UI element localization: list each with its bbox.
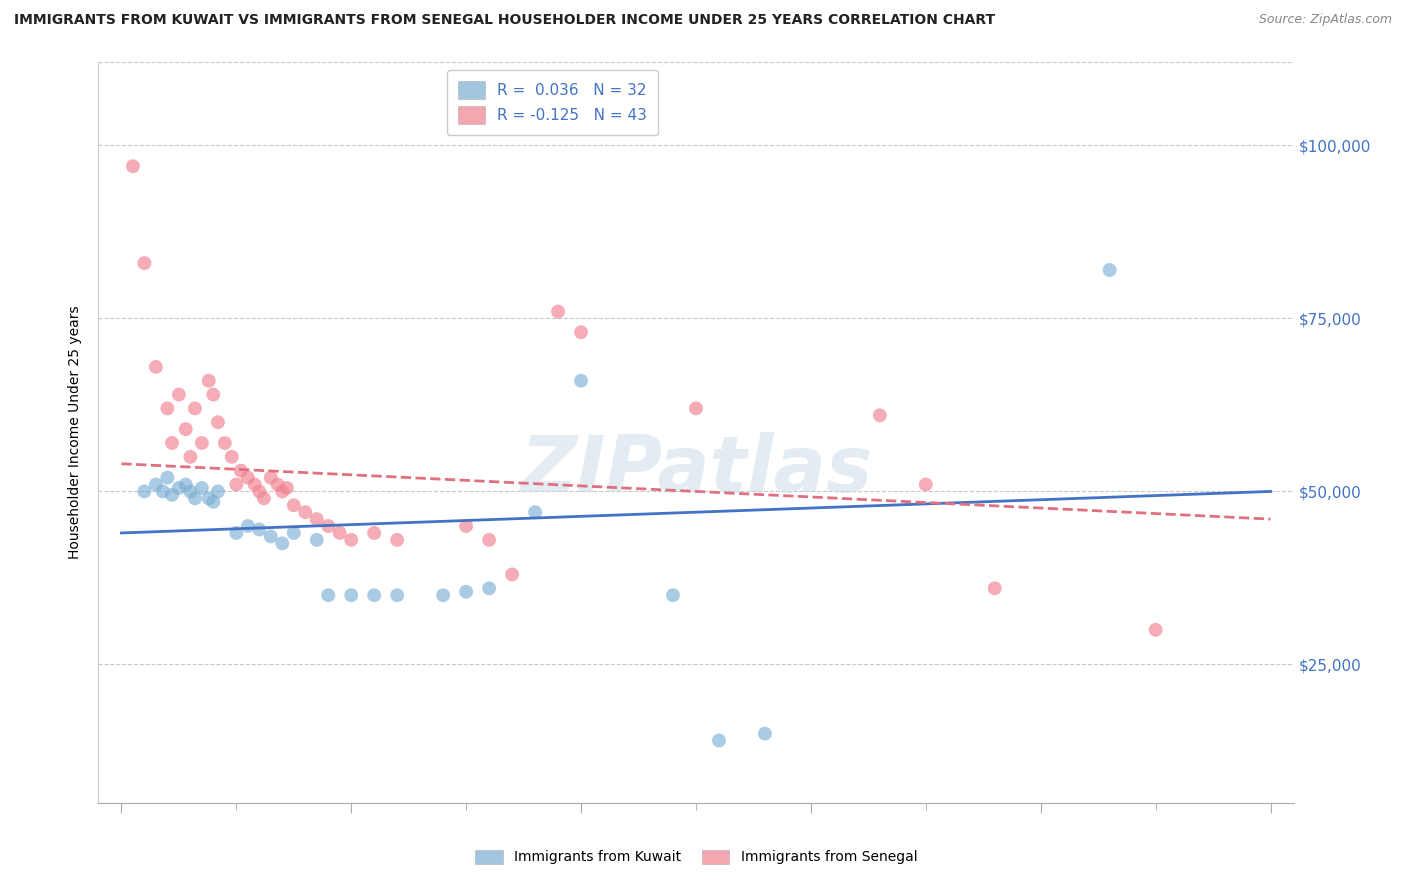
Point <box>253 491 276 506</box>
Point <box>316 519 339 533</box>
Point <box>174 477 197 491</box>
Point <box>276 481 298 495</box>
Point <box>160 436 183 450</box>
Point <box>197 491 219 506</box>
Y-axis label: Householder Income Under 25 years: Householder Income Under 25 years <box>69 306 83 559</box>
Point <box>152 484 174 499</box>
Point <box>340 533 363 547</box>
Point <box>707 733 730 747</box>
Point <box>191 481 214 495</box>
Point <box>478 582 501 596</box>
Point <box>236 470 259 484</box>
Point <box>432 588 454 602</box>
Point <box>267 477 290 491</box>
Point <box>547 304 569 318</box>
Point <box>145 359 167 374</box>
Point <box>305 512 328 526</box>
Point <box>207 415 229 429</box>
Point <box>260 529 283 543</box>
Point <box>197 374 219 388</box>
Point <box>754 726 776 740</box>
Point <box>363 588 385 602</box>
Point <box>271 536 294 550</box>
Point <box>869 409 891 423</box>
Point <box>179 450 201 464</box>
Point <box>271 484 294 499</box>
Point <box>569 374 592 388</box>
Point <box>184 491 207 506</box>
Point <box>134 256 156 270</box>
Point <box>283 525 305 540</box>
Point <box>243 477 266 491</box>
Point <box>914 477 936 491</box>
Text: ZIPatlas: ZIPatlas <box>520 432 872 508</box>
Point <box>236 519 259 533</box>
Point <box>340 588 363 602</box>
Point <box>316 588 339 602</box>
Point <box>305 533 328 547</box>
Point <box>145 477 167 491</box>
Point <box>202 387 225 401</box>
Point <box>221 450 243 464</box>
Point <box>167 481 190 495</box>
Text: IMMIGRANTS FROM KUWAIT VS IMMIGRANTS FROM SENEGAL HOUSEHOLDER INCOME UNDER 25 YE: IMMIGRANTS FROM KUWAIT VS IMMIGRANTS FRO… <box>14 13 995 28</box>
Point <box>569 326 592 340</box>
Point <box>247 484 270 499</box>
Legend: Immigrants from Kuwait, Immigrants from Senegal: Immigrants from Kuwait, Immigrants from … <box>470 844 922 870</box>
Point <box>456 519 478 533</box>
Point <box>122 159 145 173</box>
Point <box>984 582 1007 596</box>
Point <box>501 567 523 582</box>
Point <box>524 505 547 519</box>
Point <box>456 584 478 599</box>
Point <box>160 488 183 502</box>
Point <box>1144 623 1167 637</box>
Point <box>478 533 501 547</box>
Point <box>1098 263 1121 277</box>
Point <box>225 477 247 491</box>
Point <box>294 505 316 519</box>
Point <box>207 484 229 499</box>
Point <box>387 588 409 602</box>
Point <box>214 436 236 450</box>
Point <box>229 464 252 478</box>
Point <box>662 588 685 602</box>
Point <box>174 422 197 436</box>
Point <box>179 484 201 499</box>
Point <box>685 401 707 416</box>
Text: Source: ZipAtlas.com: Source: ZipAtlas.com <box>1258 13 1392 27</box>
Point <box>247 523 270 537</box>
Point <box>329 525 352 540</box>
Point <box>184 401 207 416</box>
Point <box>156 470 179 484</box>
Point <box>202 495 225 509</box>
Point <box>283 498 305 512</box>
Point <box>260 470 283 484</box>
Point <box>134 484 156 499</box>
Point <box>156 401 179 416</box>
Point <box>387 533 409 547</box>
Point <box>363 525 385 540</box>
Point <box>167 387 190 401</box>
Point <box>191 436 214 450</box>
Point <box>225 525 247 540</box>
